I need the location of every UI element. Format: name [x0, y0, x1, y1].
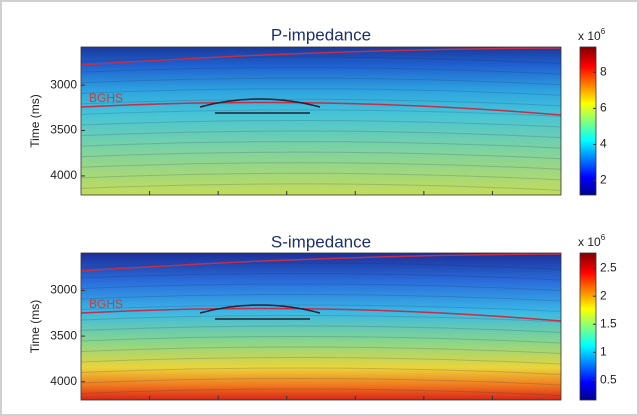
reflector [80, 304, 562, 312]
reflector [80, 109, 562, 117]
colorbar-tick-label: 1.5 [600, 316, 617, 330]
reflector [80, 367, 562, 375]
reflector [80, 172, 562, 181]
plot-border [80, 252, 562, 401]
reflector [80, 67, 562, 75]
gas-anomaly [199, 98, 321, 114]
colorbar [579, 46, 597, 196]
y-axis-label: Time (ms) [28, 94, 42, 148]
y-tick-label: 3500 [50, 123, 77, 137]
reflector [80, 314, 562, 323]
reflector [80, 141, 562, 149]
colorbar [579, 252, 597, 401]
colorbar-label: x 106 [578, 27, 606, 43]
colorbar-tick-label: 1 [600, 344, 607, 358]
reflector [80, 151, 562, 160]
colorbar-label: x 106 [578, 233, 606, 249]
chart-title: S-impedance [271, 232, 371, 251]
colorbar-tick-label: 8 [600, 64, 607, 78]
seismic-image [81, 47, 561, 195]
horizon-label: BGHS [89, 297, 123, 311]
colorbar-multiplier: x 10 [578, 29, 601, 43]
reflector [80, 56, 562, 65]
colorbar-tick-label: 2.5 [600, 260, 617, 274]
reflector [80, 388, 562, 396]
reflector [80, 293, 562, 302]
bghs-line [80, 101, 562, 116]
reflector [80, 346, 562, 354]
colorbar-tick-label: 4 [600, 137, 607, 151]
y-tick-label: 3500 [50, 328, 77, 342]
colorbar-tick-label: 2 [600, 288, 607, 302]
bghs-line [80, 307, 562, 322]
reflector [80, 98, 562, 107]
y-tick-label: 4000 [50, 168, 77, 182]
reflector [80, 325, 562, 333]
chart-title: P-impedance [271, 25, 371, 44]
colorbar-multiplier: x 10 [578, 235, 601, 249]
plot-border [80, 46, 562, 196]
reflector [80, 356, 562, 365]
reflector [80, 272, 562, 281]
reflector [80, 162, 562, 170]
seafloor-line [80, 253, 562, 272]
y-tick-label: 4000 [50, 374, 77, 388]
reflector [80, 335, 562, 344]
y-tick-label: 3000 [50, 283, 77, 297]
colorbar-exponent: 6 [601, 27, 606, 36]
colorbar-exponent: 6 [601, 233, 606, 242]
colorbar-tick-label: 2 [600, 173, 607, 187]
reflector [80, 130, 562, 139]
seafloor-line [80, 47, 562, 66]
reflector [80, 88, 562, 96]
reflector [80, 283, 562, 291]
horizon-label: BGHS [89, 91, 123, 105]
y-tick-label: 3000 [50, 77, 77, 91]
colorbar-tick-label: 0.5 [600, 373, 617, 387]
reflector [80, 262, 562, 270]
reflector [80, 77, 562, 86]
reflector [80, 119, 562, 128]
seismic-image [81, 253, 561, 400]
reflector [80, 183, 562, 191]
reflector [80, 377, 562, 386]
y-axis-label: Time (ms) [28, 300, 42, 354]
gas-anomaly [199, 304, 321, 320]
colorbar-tick-label: 6 [600, 101, 607, 115]
